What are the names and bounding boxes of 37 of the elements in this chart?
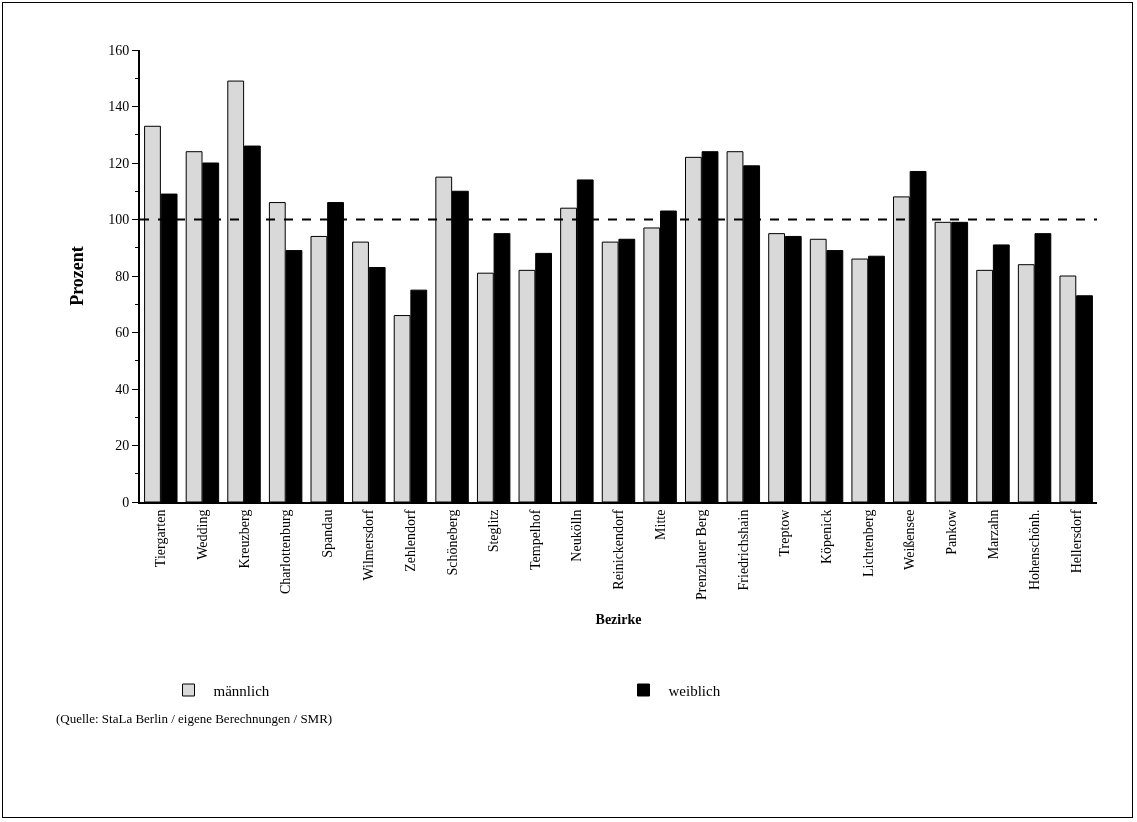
x-tick-label: Hohenschönh.	[1027, 509, 1043, 591]
x-tick-label: Kreuzberg	[236, 509, 252, 569]
x-tick-label: Köpenick	[819, 509, 835, 565]
y-tick-label: 80	[115, 268, 130, 284]
legend-label: weiblich	[668, 682, 721, 699]
y-tick-label: 160	[108, 42, 130, 58]
x-tick-label: Marzahn	[985, 509, 1001, 560]
x-tick-label: Mitte	[652, 509, 668, 540]
x-tick-label: Weißensee	[902, 509, 918, 570]
x-tick-label: Spandau	[319, 509, 335, 558]
x-tick-label: Schöneberg	[444, 509, 460, 576]
x-tick-label: Treptow	[777, 508, 793, 557]
x-tick-label: Steglitz	[486, 509, 502, 553]
y-tick-label: 0	[122, 494, 130, 510]
y-axis-title: Prozent	[66, 246, 87, 306]
x-axis-title: Bezirke	[595, 611, 642, 627]
legend-label: männlich	[213, 682, 270, 699]
y-tick-label: 140	[108, 99, 130, 115]
x-tick-label: Tiergarten	[153, 509, 169, 568]
x-tick-label: Prenzlauer Berg	[694, 509, 710, 600]
y-tick-label: 60	[115, 325, 130, 341]
y-tick-label: 120	[108, 155, 130, 171]
x-tick-label: Zehlendorf	[403, 509, 419, 572]
x-tick-label: Wilmersdorf	[361, 509, 377, 581]
x-tick-label: Tempelhof	[527, 509, 543, 571]
y-tick-label: 40	[115, 381, 130, 397]
x-tick-label: Charlottenburg	[278, 509, 294, 595]
y-tick-label: 20	[115, 438, 130, 454]
x-tick-label: Wedding	[194, 509, 210, 560]
x-tick-label: Friedrichshain	[735, 509, 751, 591]
y-tick-label: 100	[108, 212, 130, 228]
x-tick-label: Pankow	[943, 508, 959, 555]
x-tick-label: Lichtenberg	[860, 509, 876, 577]
text: (Quelle: StaLa Berlin / eigene Berechnungen / SMR)	[56, 711, 333, 726]
x-tick-label: Reinickendorf	[611, 509, 627, 590]
x-tick-label: Neukölln	[569, 509, 585, 562]
x-tick-label: Hellersdorf	[1068, 509, 1084, 574]
